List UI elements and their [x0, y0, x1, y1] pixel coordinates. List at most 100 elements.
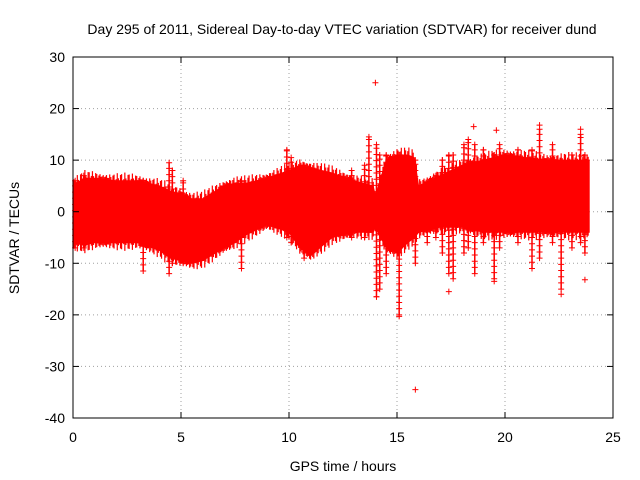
- data-point: [283, 215, 290, 222]
- data-point: [412, 254, 419, 261]
- data-point: [480, 190, 487, 197]
- data-point: [471, 264, 478, 271]
- data-point: [383, 258, 390, 265]
- data-point: [396, 256, 403, 263]
- data-point: [536, 174, 543, 181]
- data-point: [238, 184, 245, 191]
- data-point: [348, 209, 355, 216]
- data-point: [491, 189, 498, 196]
- data-point: [514, 221, 521, 228]
- y-axis-label: SDTVAR / TECUs: [6, 182, 22, 294]
- data-point: [373, 287, 380, 294]
- data-point: [514, 165, 521, 172]
- data-point: [396, 212, 403, 219]
- data-point: [376, 261, 383, 268]
- data-point: [373, 213, 380, 220]
- data-point: [536, 193, 543, 200]
- data-point: [514, 153, 521, 160]
- data-point: [445, 252, 452, 259]
- y-tick-label: -30: [45, 358, 65, 374]
- data-point: [581, 175, 588, 182]
- data-point: [445, 208, 452, 215]
- data-point: [412, 241, 419, 248]
- data-point: [365, 167, 372, 174]
- data-point: [288, 221, 295, 228]
- data-point: [180, 198, 187, 205]
- data-point: [180, 260, 187, 267]
- data-point: [376, 230, 383, 237]
- data-point: [238, 191, 245, 198]
- data-point: [581, 206, 588, 213]
- data-point: [445, 221, 452, 228]
- data-point: [439, 157, 446, 164]
- data-point: [439, 181, 446, 188]
- data-point: [514, 233, 521, 240]
- data-point: [348, 203, 355, 210]
- data-point: [558, 248, 565, 255]
- data-point: [348, 184, 355, 191]
- data-point: [460, 188, 467, 195]
- data-point: [529, 240, 535, 247]
- data-point: [491, 207, 498, 214]
- data-point: [514, 202, 521, 209]
- data-point: [480, 214, 487, 221]
- data-point: [536, 230, 543, 237]
- data-point: [439, 219, 446, 226]
- data-point: [529, 222, 535, 229]
- data-point: [529, 191, 535, 198]
- data-point: [169, 167, 176, 174]
- data-point: [361, 184, 368, 191]
- data-point: [558, 174, 565, 181]
- data-point: [439, 200, 446, 207]
- data-point: [373, 219, 380, 226]
- data-point: [581, 225, 588, 232]
- data-point: [529, 197, 535, 204]
- data-point: [301, 199, 308, 206]
- data-point: [180, 235, 187, 242]
- outlier-point: [558, 291, 565, 298]
- data-point: [450, 257, 457, 264]
- data-point: [549, 196, 556, 203]
- data-point: [348, 222, 355, 229]
- data-point: [432, 191, 439, 198]
- data-point: [180, 229, 187, 236]
- data-point: [480, 239, 487, 246]
- data-point: [445, 233, 452, 240]
- data-point: [424, 239, 431, 246]
- data-point: [568, 151, 575, 158]
- data-point: [373, 250, 380, 257]
- x-axis-label: GPS time / hours: [290, 458, 397, 474]
- data-point: [166, 165, 173, 172]
- data-point: [514, 171, 521, 178]
- data-point: [558, 224, 565, 231]
- data-point: [396, 169, 403, 176]
- data-point: [432, 215, 439, 222]
- data-point: [460, 225, 467, 232]
- data-point: [424, 202, 431, 209]
- data-point: [383, 214, 390, 221]
- data-point: [445, 214, 452, 221]
- data-point: [471, 233, 478, 240]
- data-point: [169, 241, 176, 248]
- data-point: [301, 187, 308, 194]
- data-point: [301, 236, 308, 243]
- data-point: [496, 207, 503, 214]
- data-point: [558, 230, 565, 237]
- data-point: [140, 255, 147, 262]
- data-point: [288, 177, 295, 184]
- data-point: [549, 214, 556, 221]
- data-point: [166, 239, 173, 246]
- data-point: [491, 263, 498, 270]
- data-point: [169, 210, 176, 217]
- data-point: [558, 261, 565, 268]
- data-point: [301, 193, 308, 200]
- data-point: [581, 243, 588, 250]
- x-tick-label: 25: [605, 429, 621, 445]
- data-point: [365, 192, 372, 199]
- data-point: [450, 251, 457, 258]
- data-point: [169, 247, 176, 254]
- data-point: [376, 151, 383, 158]
- data-point: [568, 213, 575, 220]
- data-point: [432, 197, 439, 204]
- data-point: [450, 170, 457, 177]
